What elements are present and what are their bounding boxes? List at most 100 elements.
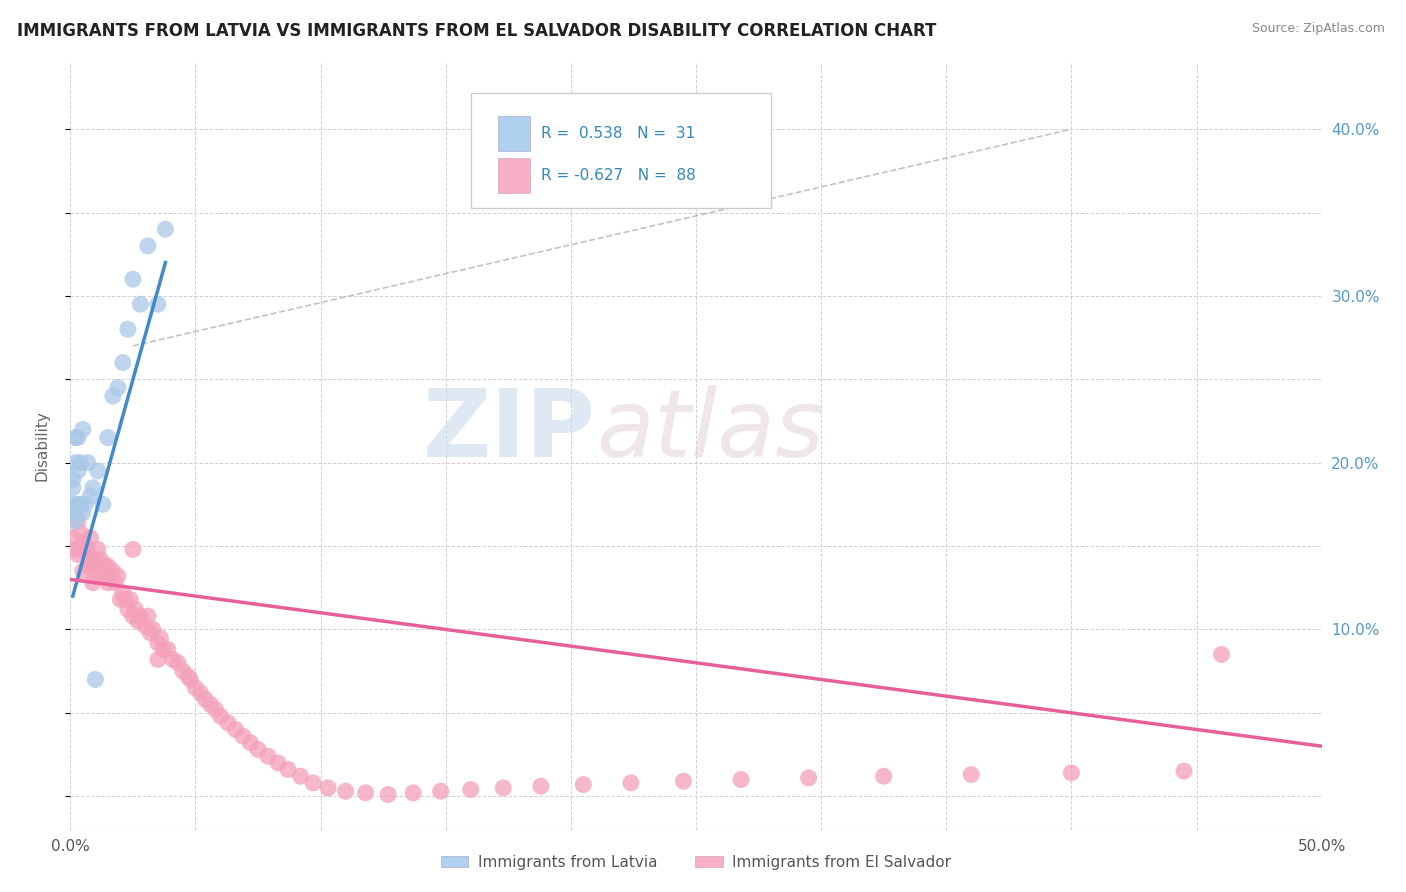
Point [114, 592, 136, 607]
Point [87, 464, 110, 478]
Text: IMMIGRANTS FROM LATVIA VS IMMIGRANTS FROM EL SALVADOR DISABILITY CORRELATION CHA: IMMIGRANTS FROM LATVIA VS IMMIGRANTS FRO… [17, 22, 936, 40]
Point [149, 631, 172, 645]
Point [62, 531, 84, 545]
Point [302, 776, 325, 790]
Point [167, 656, 190, 670]
Point [66, 497, 89, 511]
Point [190, 686, 212, 700]
Point [377, 788, 399, 802]
Point [97, 559, 120, 574]
Point [69, 542, 91, 557]
Point [129, 609, 152, 624]
Point [65, 542, 87, 557]
Point [107, 569, 129, 583]
Point [247, 742, 270, 756]
Point [429, 784, 451, 798]
Point [79, 531, 101, 545]
Point [97, 575, 120, 590]
Point [121, 609, 145, 624]
Point [84, 673, 107, 687]
Point [620, 776, 643, 790]
Point [91, 497, 114, 511]
Point [76, 542, 98, 557]
Point [117, 602, 139, 616]
Point [530, 779, 553, 793]
Point [104, 575, 127, 590]
Point [101, 389, 124, 403]
Point [200, 698, 222, 712]
Point [91, 569, 114, 583]
Point [172, 664, 194, 678]
Point [129, 297, 152, 311]
Text: Source: ZipAtlas.com: Source: ZipAtlas.com [1251, 22, 1385, 36]
Point [87, 559, 110, 574]
Point [121, 542, 145, 557]
Point [162, 652, 184, 666]
Point [66, 431, 89, 445]
Point [82, 481, 104, 495]
Point [75, 539, 97, 553]
Point [76, 456, 98, 470]
Point [94, 559, 117, 574]
Point [239, 736, 262, 750]
Point [66, 464, 89, 478]
FancyBboxPatch shape [471, 93, 770, 208]
Point [65, 431, 87, 445]
Point [72, 535, 94, 549]
Point [194, 692, 217, 706]
Point [460, 782, 482, 797]
Point [402, 786, 425, 800]
Point [277, 763, 299, 777]
Point [82, 575, 104, 590]
Text: R = -0.627   N =  88: R = -0.627 N = 88 [541, 168, 696, 183]
Point [142, 623, 165, 637]
Point [82, 559, 104, 574]
Point [267, 756, 290, 770]
Point [290, 769, 312, 783]
Point [1060, 765, 1083, 780]
Point [117, 322, 139, 336]
Text: atlas: atlas [596, 385, 824, 476]
Point [209, 709, 232, 723]
Point [65, 456, 87, 470]
Y-axis label: Disability: Disability [35, 410, 49, 482]
Point [65, 514, 87, 528]
Point [75, 497, 97, 511]
Point [121, 272, 145, 286]
FancyBboxPatch shape [498, 158, 530, 193]
Point [872, 769, 894, 783]
Point [84, 569, 107, 583]
Point [335, 784, 357, 798]
Point [111, 356, 134, 370]
Point [66, 548, 89, 562]
Point [672, 774, 695, 789]
Point [124, 602, 146, 616]
Text: ZIP: ZIP [423, 384, 596, 476]
Point [224, 723, 246, 737]
Point [97, 431, 120, 445]
Point [152, 642, 174, 657]
Point [127, 614, 149, 628]
Point [69, 456, 91, 470]
Point [91, 559, 114, 574]
Point [76, 559, 98, 574]
Point [155, 222, 177, 236]
Point [89, 552, 111, 566]
Point [110, 592, 132, 607]
Point [492, 780, 515, 795]
Point [84, 552, 107, 566]
Point [156, 642, 179, 657]
Point [146, 636, 169, 650]
Point [72, 506, 94, 520]
Point [79, 489, 101, 503]
Point [1211, 648, 1233, 662]
Point [111, 586, 134, 600]
Point [72, 422, 94, 436]
FancyBboxPatch shape [498, 116, 530, 151]
Point [79, 552, 101, 566]
Point [136, 239, 159, 253]
Point [65, 506, 87, 520]
Point [179, 673, 201, 687]
Point [62, 481, 84, 495]
Point [730, 772, 752, 787]
